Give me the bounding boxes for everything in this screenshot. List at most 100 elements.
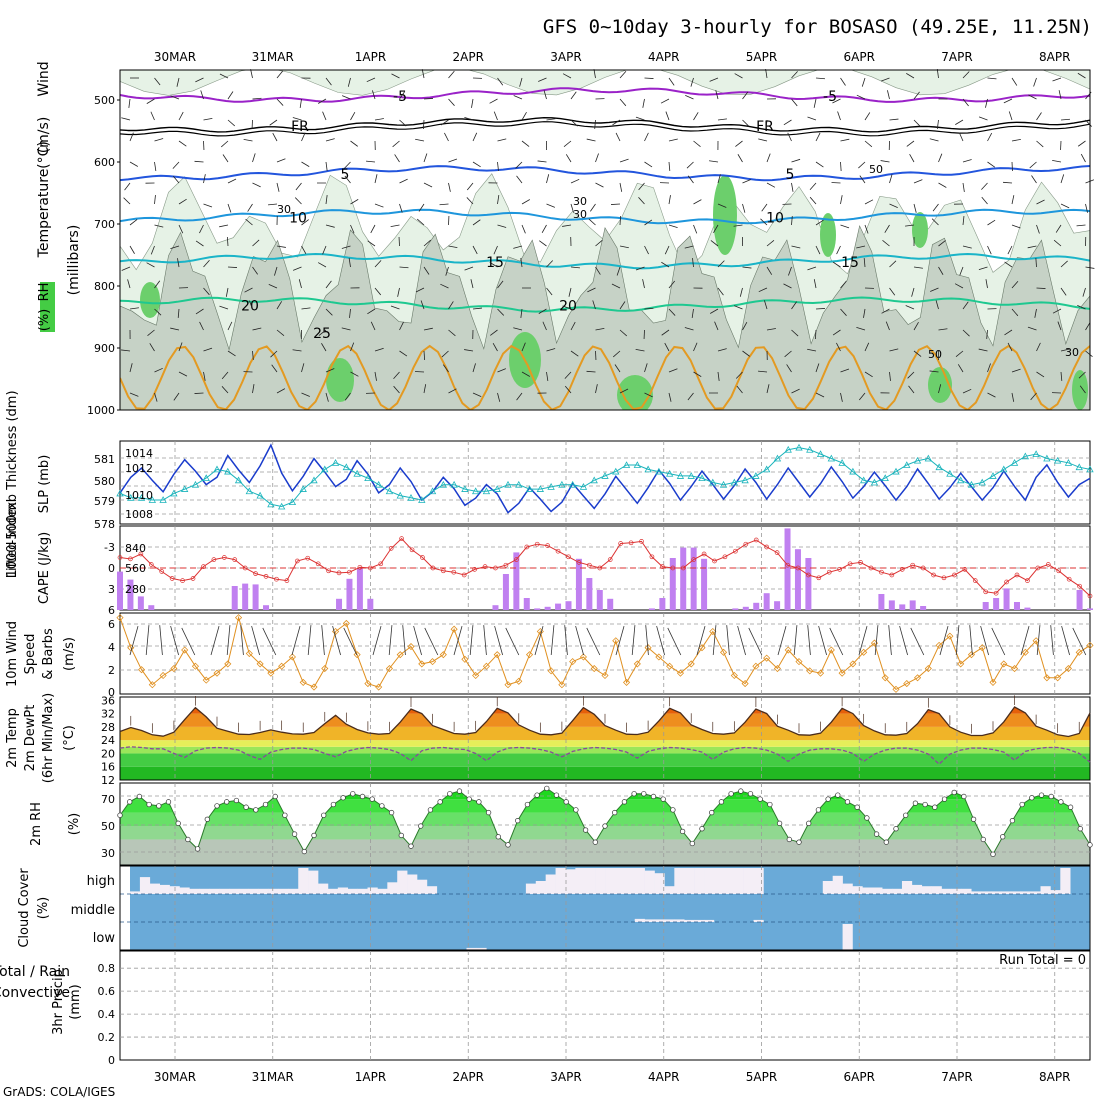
wind-barb (546, 371, 549, 381)
wind-barb (350, 371, 359, 377)
y-tick: 16 (101, 761, 115, 774)
wind-barb (1085, 119, 1092, 127)
rh-marker (699, 826, 705, 832)
wind-barb (301, 219, 309, 226)
cape-bar (878, 594, 885, 610)
wind-barb (595, 327, 605, 331)
wind-speed-marker (375, 683, 383, 691)
wind-barb (766, 266, 773, 275)
axis-label-precip-units: (mm) (68, 984, 83, 1019)
li-marker (1077, 583, 1082, 589)
li-marker (639, 539, 644, 544)
wind-speed-marker (137, 666, 146, 674)
wind-barb (791, 215, 793, 226)
wind-barb (938, 240, 946, 247)
thickness-marker (956, 476, 965, 484)
cape-bar (888, 600, 895, 610)
wind-speed-marker (385, 664, 394, 673)
rh-marker (117, 812, 123, 818)
day-label: 30MAR (154, 50, 196, 64)
wind-barb (955, 625, 960, 656)
axis-label-wind: Wind (36, 61, 52, 96)
li-marker (597, 565, 603, 571)
day-label: 7APR (941, 1070, 972, 1084)
axis-label-rh2m: 2m RH (29, 802, 44, 846)
wind-barb (882, 240, 890, 247)
y-tick-right: 1014 (125, 447, 153, 460)
wind-barb (240, 625, 244, 656)
wind-barb (957, 364, 964, 373)
wind-barb (642, 98, 645, 108)
wind-barb (497, 138, 507, 142)
day-label: 4APR (648, 50, 679, 64)
cloud-bar (228, 888, 240, 894)
wind-speed-marker (148, 681, 156, 689)
rh-label: 30 (573, 208, 587, 221)
cape-bar (1013, 602, 1020, 610)
wind-frame (119, 612, 1091, 695)
cloud-bar (545, 874, 556, 894)
wind-speed-marker (288, 653, 297, 661)
cape-bar (492, 605, 499, 610)
wind-barb (423, 182, 433, 188)
wind-barb (929, 138, 939, 142)
wind-barb (978, 266, 988, 271)
wind-barb (832, 98, 841, 104)
wind-barb (203, 347, 213, 352)
wind-barb (424, 627, 439, 656)
wind-barb (595, 153, 599, 163)
wind-barb (219, 305, 229, 310)
cloud-bar (644, 870, 655, 894)
cloud-bar (1040, 886, 1051, 894)
wind-barb (954, 283, 964, 289)
wind-barb (656, 625, 665, 656)
wind-barb (1011, 224, 1021, 229)
wind-barb (170, 245, 180, 250)
wind-barb (858, 625, 868, 656)
wind-barb (325, 138, 335, 142)
cape-bar (242, 583, 249, 610)
wind-barb (955, 350, 964, 357)
wind-barb (717, 260, 725, 268)
wind-barb (815, 308, 826, 310)
rh-marker (495, 834, 501, 840)
wind-speed-marker (763, 654, 771, 662)
thickness-marker (1086, 465, 1094, 473)
wind-barb (906, 73, 915, 79)
wind-barb (962, 71, 970, 79)
rh-marker (524, 801, 531, 808)
wind-barb (907, 371, 915, 379)
thickness-marker (374, 480, 383, 488)
wind-barb (575, 625, 584, 656)
wind-barb (348, 258, 351, 268)
wind-barb (1060, 174, 1065, 184)
rh-fill-top (120, 70, 1090, 96)
cloud-bar (525, 883, 537, 894)
wind-barb (985, 98, 988, 108)
li-marker (1035, 565, 1041, 571)
wind-barb (987, 132, 993, 142)
wind-barb (423, 239, 432, 247)
wind-barb (272, 132, 278, 142)
wind-barb (490, 329, 498, 336)
wind-barb (783, 283, 792, 289)
thickness-marker (396, 491, 404, 499)
wind-barb (322, 245, 327, 255)
wind-barb (252, 153, 256, 163)
wind-barb (251, 625, 260, 656)
y-tick: 800 (94, 280, 115, 293)
wind-speed-marker (321, 664, 329, 673)
wind-barb (570, 203, 574, 213)
y-tick: 0.4 (98, 1008, 116, 1021)
wind-barb (149, 343, 155, 352)
li-marker (566, 554, 571, 560)
wind-barb (390, 305, 400, 310)
wind-barb (344, 175, 351, 184)
wind-barb (301, 392, 310, 397)
rh-marker (553, 792, 560, 798)
cloud-bar (971, 891, 982, 894)
thickness-marker (1075, 463, 1083, 471)
cloud-bar (585, 868, 596, 894)
wind-barb (742, 266, 752, 269)
wind-barb (325, 77, 332, 86)
